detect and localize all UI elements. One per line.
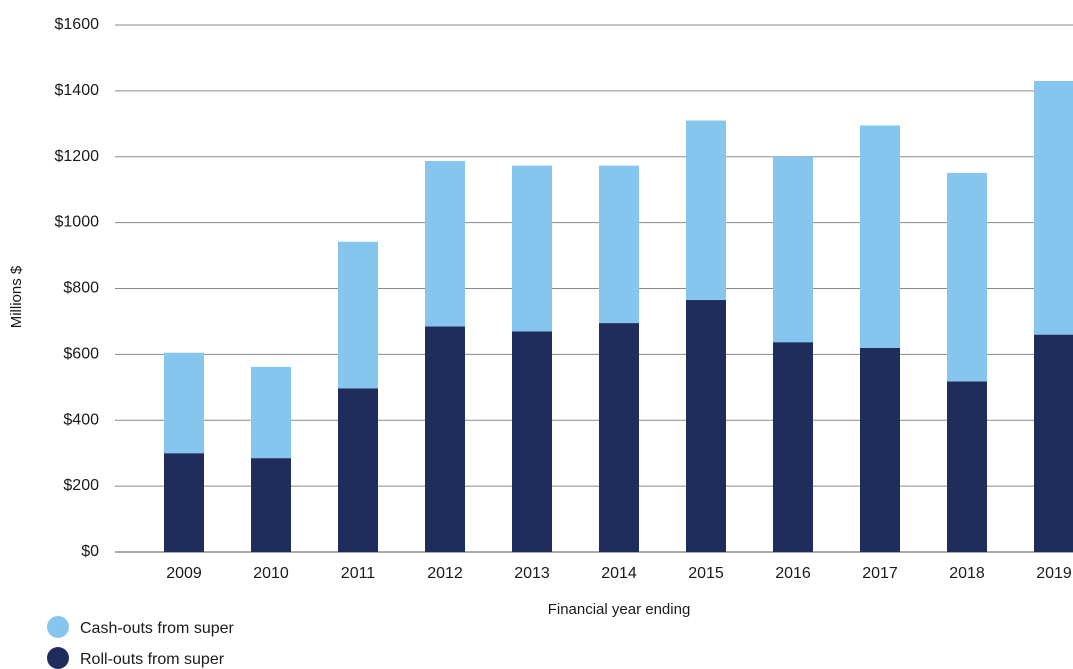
bar-roll-outs-2014	[599, 323, 639, 552]
x-tick-label: 2018	[949, 565, 985, 582]
bar-roll-outs-2019	[1034, 334, 1073, 552]
x-axis-tick-labels: 2009 2010 2011 2012 2013 2014 2015 2016 2017 2018…	[166, 565, 1072, 582]
x-tick-label: 2019	[1036, 565, 1072, 582]
y-tick-label: $1600	[55, 16, 100, 33]
bar-cash-outs-2011	[338, 241, 378, 389]
bar-roll-outs-2015	[686, 300, 726, 552]
bar-cash-outs-2013	[512, 165, 552, 332]
bar-cash-outs-2014	[599, 165, 639, 324]
bars	[164, 80, 1073, 552]
bar-roll-outs-2018	[947, 381, 987, 552]
legend-swatch-cash-outs	[47, 616, 69, 638]
y-tick-label: $1400	[55, 82, 100, 99]
bar-roll-outs-2016	[773, 342, 813, 552]
x-tick-label: 2011	[341, 565, 376, 582]
bar-cash-outs-2010	[251, 366, 291, 459]
x-tick-label: 2017	[862, 565, 898, 582]
x-tick-label: 2014	[601, 565, 637, 582]
y-axis-title: Millions $	[8, 265, 25, 328]
bar-roll-outs-2009	[164, 453, 204, 552]
y-tick-label: $600	[63, 345, 99, 362]
bar-cash-outs-2015	[686, 120, 726, 301]
y-tick-label: $200	[63, 477, 99, 494]
bar-roll-outs-2011	[338, 388, 378, 552]
bar-cash-outs-2012	[425, 161, 465, 327]
legend: Cash-outs from super Roll-outs from supe…	[47, 616, 235, 669]
bar-roll-outs-2012	[425, 326, 465, 552]
x-tick-label: 2016	[775, 565, 811, 582]
y-tick-label: $1000	[55, 214, 100, 231]
y-tick-label: $1200	[55, 148, 100, 165]
legend-label-cash-outs: Cash-outs from super	[80, 620, 235, 637]
bar-roll-outs-2013	[512, 331, 552, 552]
bar-cash-outs-2017	[860, 125, 900, 348]
y-axis-tick-labels: $0 $200 $400 $600 $800 $1000 $1200 $1400 $1600	[55, 16, 100, 560]
x-tick-label: 2009	[166, 565, 202, 582]
x-axis-title: Financial year ending	[548, 601, 691, 618]
bar-cash-outs-2009	[164, 352, 204, 454]
x-tick-label: 2012	[427, 565, 463, 582]
x-tick-label: 2013	[514, 565, 550, 582]
legend-label-roll-outs: Roll-outs from super	[80, 651, 225, 668]
y-tick-label: $0	[81, 543, 99, 560]
y-tick-label: $400	[63, 411, 99, 428]
bar-cash-outs-2018	[947, 172, 987, 382]
x-tick-label: 2010	[253, 565, 289, 582]
legend-swatch-roll-outs	[47, 647, 69, 669]
bar-roll-outs-2017	[860, 347, 900, 552]
bar-roll-outs-2010	[251, 458, 291, 552]
y-tick-label: $800	[63, 280, 99, 297]
x-tick-label: 2015	[688, 565, 724, 582]
bar-cash-outs-2016	[773, 156, 813, 343]
bar-cash-outs-2019	[1034, 80, 1073, 335]
